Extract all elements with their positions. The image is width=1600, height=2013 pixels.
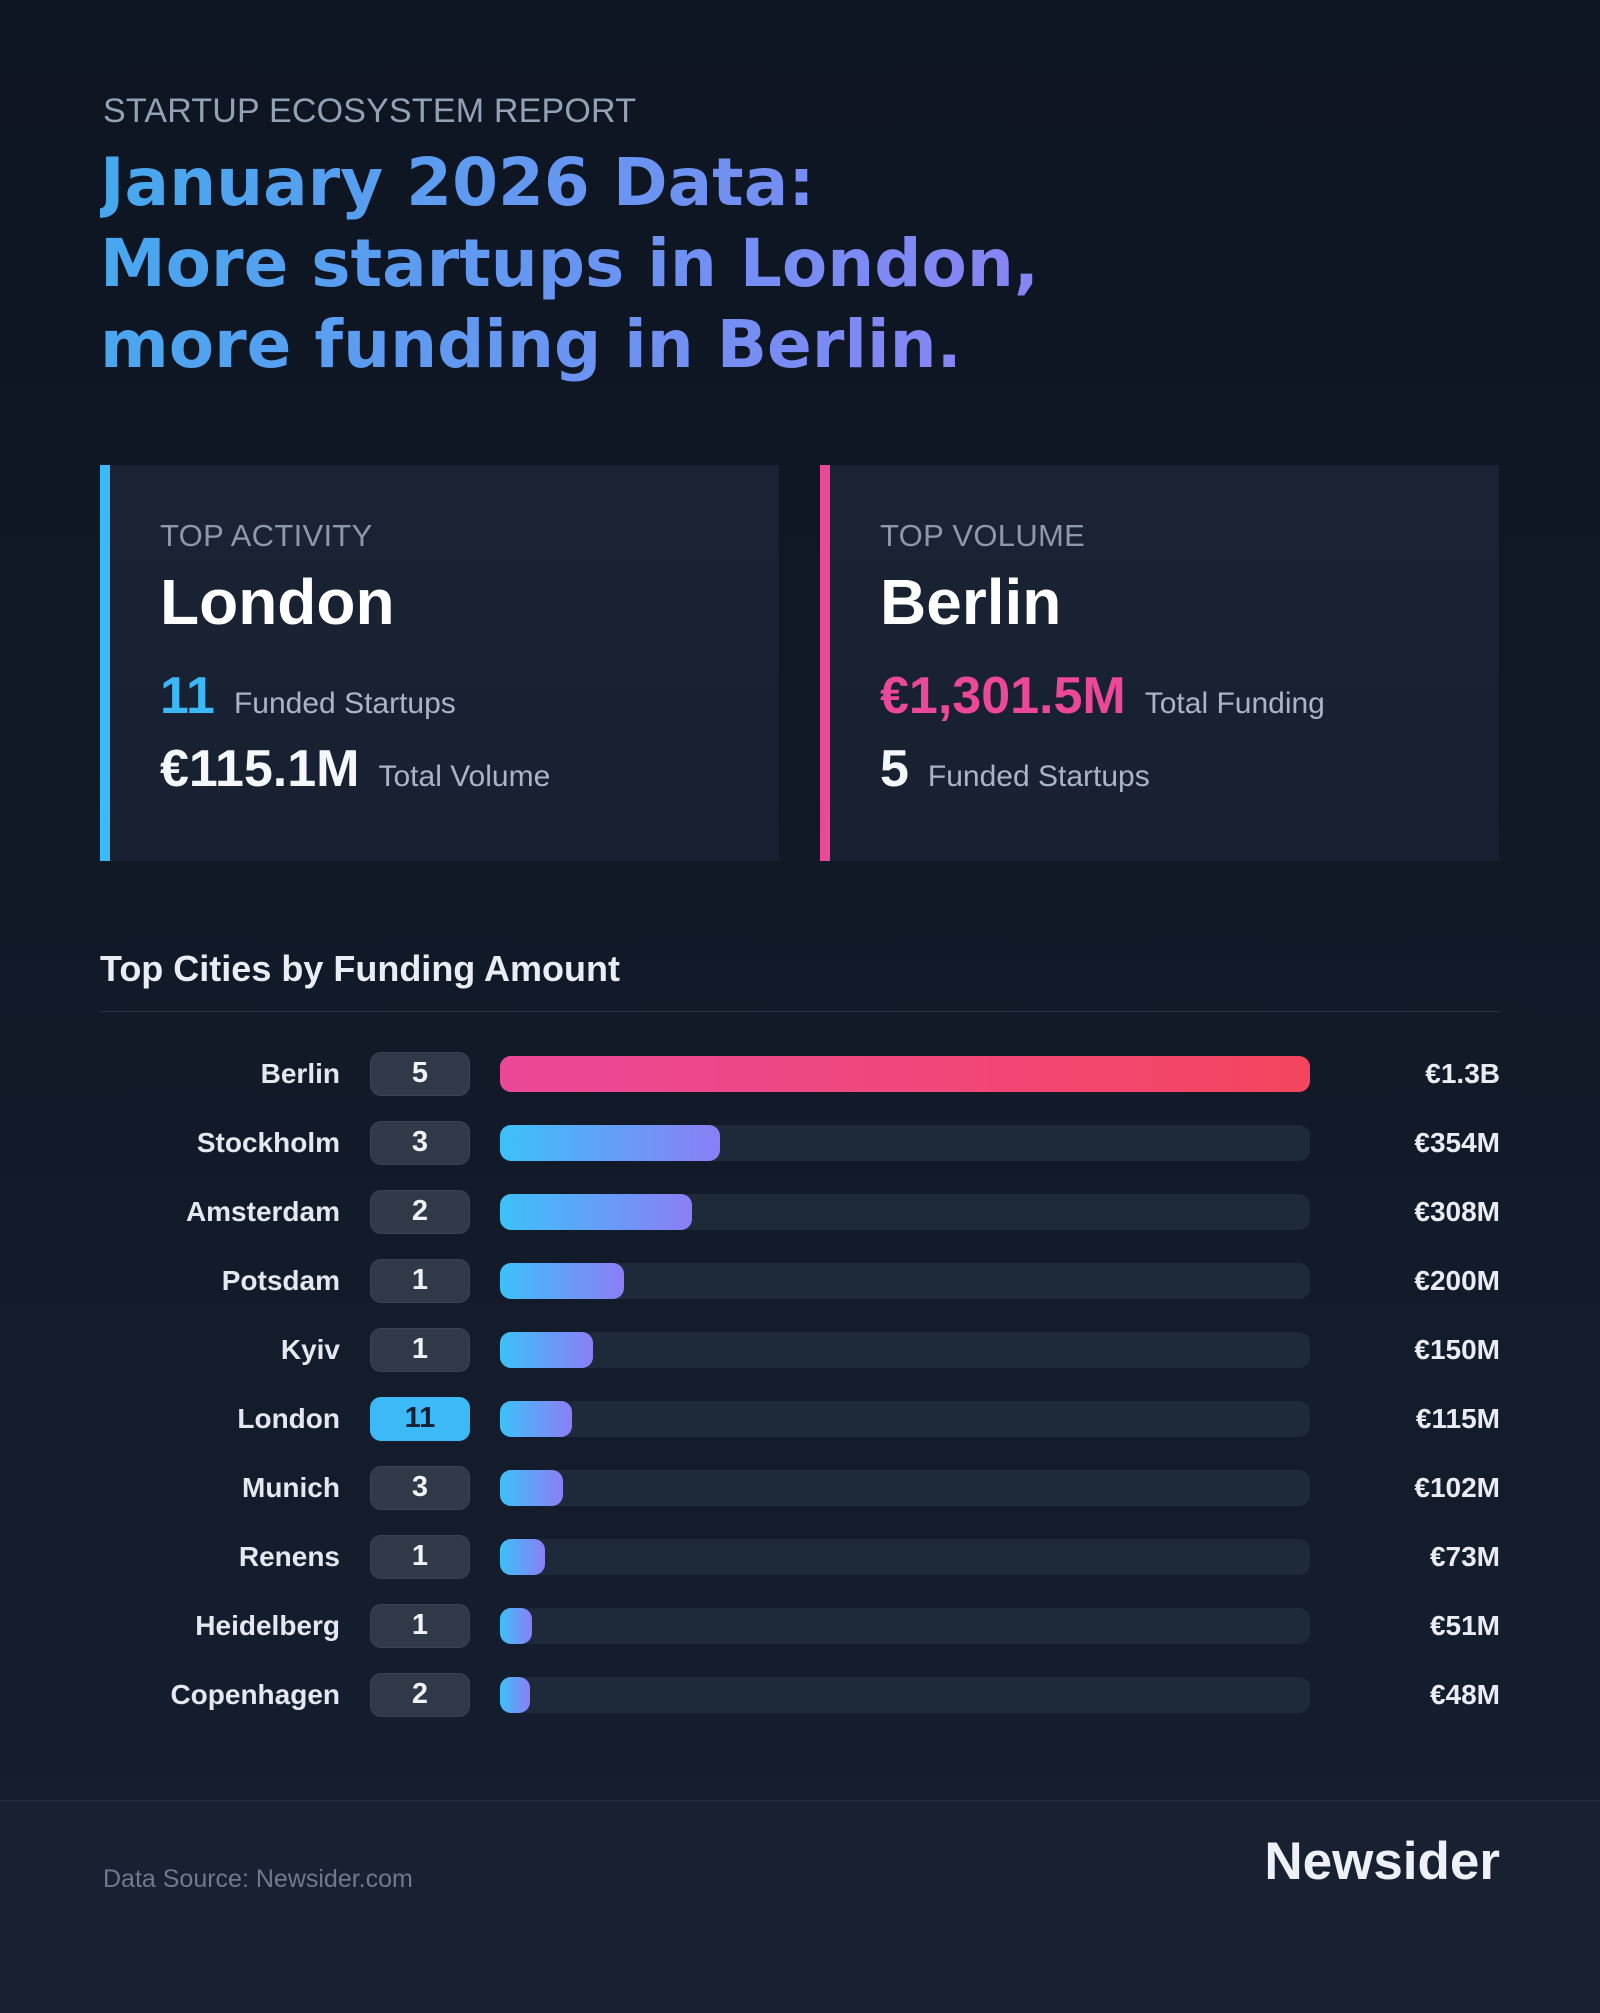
top-activity-stat-volume: €115.1M Total Volume — [160, 743, 779, 803]
chart-row-copenhagen: Copenhagen 2 €48M — [100, 1660, 1500, 1729]
row-city-label: Munich — [242, 1471, 340, 1503]
row-count-badge: 1 — [370, 1534, 470, 1579]
top-activity-volume-value: €115.1M — [160, 740, 360, 798]
top-volume-kicker: TOP VOLUME — [880, 518, 1086, 553]
chart-rows: Berlin 5 €1.3B Stockholm 3 €354M Amsterdam 2 €30… — [100, 1039, 1500, 1729]
funding-bar — [500, 1469, 564, 1506]
chart-row-heidelberg: Heidelberg 1 €51M — [100, 1591, 1500, 1660]
top-activity-startups-value: 11 — [160, 667, 215, 725]
bar-track — [500, 1262, 1310, 1299]
chart-row-london: London 11 €115M — [100, 1384, 1500, 1453]
funding-bar — [500, 1262, 625, 1299]
bar-track — [500, 1193, 1310, 1230]
row-city-label: Renens — [238, 1540, 340, 1572]
top-activity-stat-startups: 11 Funded Startups — [160, 670, 779, 730]
row-count-badge: 1 — [370, 1603, 470, 1648]
row-count-badge: 2 — [370, 1189, 470, 1234]
report-title-line-1: January 2026 Data: — [100, 144, 815, 221]
bar-track — [500, 1124, 1310, 1161]
bar-track — [500, 1331, 1310, 1368]
funding-bar — [500, 1055, 1310, 1092]
chart-row-kyiv: Kyiv 1 €150M — [100, 1315, 1500, 1384]
funding-bar — [500, 1400, 572, 1437]
row-city-label: Copenhagen — [170, 1678, 340, 1710]
row-city-label: Potsdam — [221, 1264, 340, 1296]
top-volume-card: TOP VOLUME Berlin €1,301.5M Total Fundin… — [820, 465, 1499, 861]
bar-track — [500, 1676, 1310, 1713]
row-city-label: Stockholm — [196, 1126, 340, 1158]
row-city-label: Amsterdam — [185, 1195, 340, 1227]
funding-chart-section: Top Cities by Funding Amount Berlin 5 €1.3… — [100, 951, 1500, 1729]
chart-row-stockholm: Stockholm 3 €354M — [100, 1108, 1500, 1177]
row-value-label: €150M — [1414, 1333, 1500, 1365]
page-content: STARTUP ECOSYSTEM REPORT January 2026 Da… — [100, 0, 1500, 1729]
funding-bar — [500, 1607, 532, 1644]
row-value-label: €308M — [1414, 1195, 1500, 1227]
row-count-badge: 2 — [370, 1672, 470, 1717]
bar-track — [500, 1400, 1310, 1437]
row-count-badge: 1 — [370, 1258, 470, 1303]
top-volume-startups-label: Funded Startups — [927, 760, 1150, 793]
row-city-label: London — [237, 1402, 340, 1434]
chart-row-amsterdam: Amsterdam 2 €308M — [100, 1177, 1500, 1246]
report-title-line-3: more funding in Berlin. — [100, 306, 962, 383]
row-count-badge: 11 — [370, 1396, 470, 1441]
row-city-label: Kyiv — [280, 1333, 340, 1365]
data-source-text: Data Source: Newsider.com — [103, 1865, 413, 1893]
row-value-label: €115M — [1415, 1402, 1500, 1434]
top-volume-funding-value: €1,301.5M — [880, 667, 1126, 725]
row-count-badge: 3 — [370, 1465, 470, 1510]
top-volume-stat-funding: €1,301.5M Total Funding — [880, 670, 1499, 730]
row-city-label: Berlin — [260, 1057, 340, 1089]
row-value-label: €48M — [1429, 1678, 1500, 1710]
top-activity-volume-label: Total Volume — [378, 760, 551, 793]
footer-content: Data Source: Newsider.com Newsider — [0, 1835, 1600, 1894]
row-value-label: €1.3B — [1425, 1057, 1500, 1089]
bar-track — [500, 1469, 1310, 1506]
report-title: January 2026 Data: More startups in Lond… — [100, 142, 1039, 385]
chart-row-berlin: Berlin 5 €1.3B — [100, 1039, 1500, 1108]
row-value-label: €354M — [1414, 1126, 1500, 1158]
chart-title: Top Cities by Funding Amount — [100, 948, 620, 989]
funding-bar — [500, 1124, 721, 1161]
top-volume-city: Berlin — [880, 566, 1062, 638]
top-volume-startups-value: 5 — [880, 740, 909, 798]
report-eyebrow: STARTUP ECOSYSTEM REPORT — [103, 92, 637, 130]
top-activity-city: London — [160, 566, 395, 638]
chart-divider — [100, 1011, 1500, 1012]
row-count-badge: 1 — [370, 1327, 470, 1372]
top-activity-kicker: TOP ACTIVITY — [160, 518, 373, 553]
top-activity-startups-label: Funded Startups — [233, 687, 456, 720]
chart-row-munich: Munich 3 €102M — [100, 1453, 1500, 1522]
chart-row-renens: Renens 1 €73M — [100, 1522, 1500, 1591]
top-volume-stat-startups: 5 Funded Startups — [880, 743, 1499, 803]
funding-bar — [500, 1676, 530, 1713]
funding-bar — [500, 1538, 546, 1575]
bar-track — [500, 1538, 1310, 1575]
brand-logo: Newsider — [1264, 1832, 1500, 1891]
row-city-label: Heidelberg — [195, 1609, 340, 1641]
bar-track — [500, 1607, 1310, 1644]
report-header: STARTUP ECOSYSTEM REPORT January 2026 Da… — [100, 0, 1500, 385]
summary-cards: TOP ACTIVITY London 11 Funded Startups €… — [100, 465, 1500, 861]
row-count-badge: 3 — [370, 1120, 470, 1165]
funding-bar — [500, 1193, 692, 1230]
row-value-label: €102M — [1414, 1471, 1500, 1503]
row-value-label: €200M — [1414, 1264, 1500, 1296]
top-activity-card: TOP ACTIVITY London 11 Funded Startups €… — [100, 465, 779, 861]
top-volume-funding-label: Total Funding — [1144, 687, 1325, 720]
bar-track — [500, 1055, 1310, 1092]
page-footer: Data Source: Newsider.com Newsider — [0, 1800, 1600, 2013]
report-title-line-2: More startups in London, — [100, 225, 1039, 302]
row-value-label: €73M — [1429, 1540, 1500, 1572]
row-count-badge: 5 — [370, 1051, 470, 1096]
chart-row-potsdam: Potsdam 1 €200M — [100, 1246, 1500, 1315]
row-value-label: €51M — [1429, 1609, 1500, 1641]
funding-bar — [500, 1331, 594, 1368]
